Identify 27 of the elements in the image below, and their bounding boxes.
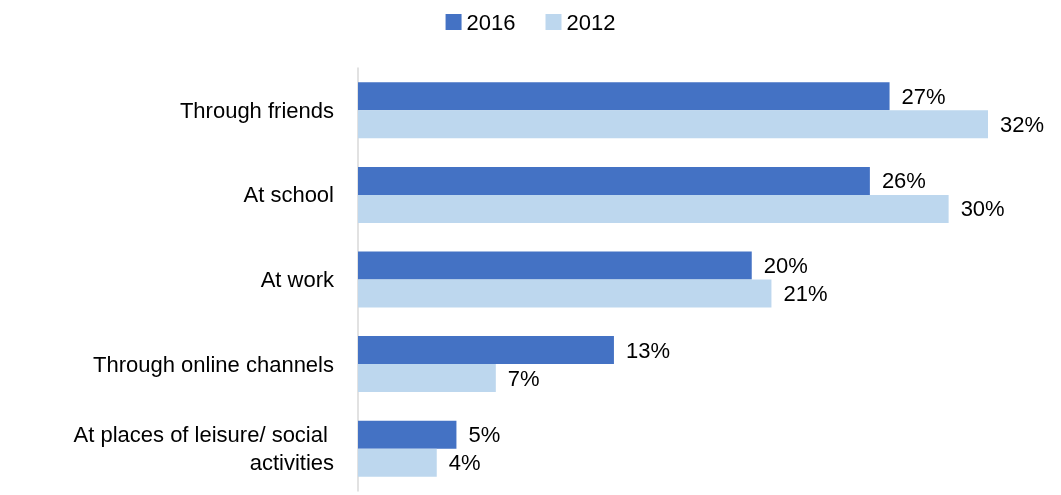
y-tick-label: At places of leisure/ social activities bbox=[73, 422, 334, 476]
y-tick-label: At school bbox=[243, 182, 334, 208]
bar bbox=[358, 448, 437, 477]
data-label: 32% bbox=[1000, 111, 1045, 137]
data-label: 30% bbox=[960, 196, 1005, 222]
bar bbox=[358, 166, 870, 195]
bar bbox=[358, 364, 496, 393]
data-label: 27% bbox=[901, 83, 946, 109]
bar bbox=[358, 420, 457, 449]
data-label: 5% bbox=[468, 422, 501, 448]
bar bbox=[358, 110, 988, 139]
y-tick-label: Through online channels bbox=[93, 351, 334, 377]
data-label: 7% bbox=[507, 365, 540, 391]
bar bbox=[358, 279, 772, 308]
data-label: 4% bbox=[448, 450, 481, 476]
bar bbox=[358, 251, 752, 280]
bar bbox=[358, 336, 614, 365]
bar bbox=[358, 82, 890, 111]
data-label: 26% bbox=[881, 168, 926, 194]
data-label: 20% bbox=[763, 253, 808, 278]
legend-label: 2012 bbox=[566, 9, 616, 35]
bar bbox=[358, 194, 949, 223]
data-label: 21% bbox=[783, 281, 828, 306]
y-tick-label: Through friends bbox=[179, 97, 334, 123]
data-label: 13% bbox=[625, 337, 670, 363]
legend-label: 2016 bbox=[466, 9, 516, 35]
y-tick-label: At work bbox=[260, 267, 335, 292]
